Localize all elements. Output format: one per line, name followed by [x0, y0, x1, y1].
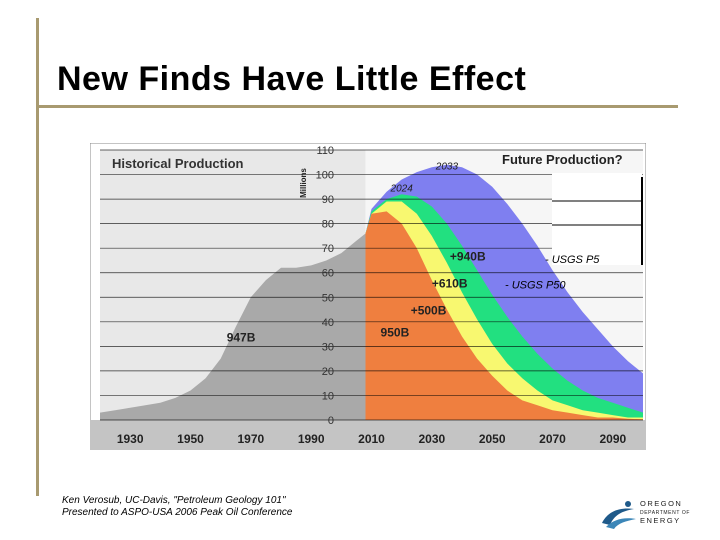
logo-line-3: ENERGY — [640, 516, 681, 525]
logo-swirl-icon — [602, 501, 636, 529]
accent-horizontal-rule — [36, 105, 678, 108]
chart-title-historical: Historical Production — [112, 156, 244, 171]
y-tick-label-1: 10 — [322, 390, 334, 402]
y-tick-label-4: 40 — [322, 317, 334, 329]
series-area-3 — [365, 211, 643, 420]
y-tick-label-7: 70 — [322, 243, 334, 255]
oregon-energy-logo: OREGON DEPARTMENT OF ENERGY — [598, 497, 710, 531]
series-label-1: +610B — [432, 276, 468, 290]
historical-label: 947B — [227, 330, 256, 344]
logo-text: OREGON DEPARTMENT OF ENERGY — [640, 499, 691, 526]
y-tick-label-11: 110 — [316, 145, 334, 157]
series-label-3: 950B — [381, 326, 410, 340]
annotation-usgs-p5: - USGS P5 — [545, 254, 600, 266]
x-axis-band — [90, 420, 646, 450]
x-tick-label-2: 1970 — [237, 432, 264, 446]
x-tick-label-6: 2050 — [479, 432, 506, 446]
y-tick-label-10: 100 — [316, 170, 334, 182]
y-tick-label-8: 80 — [322, 219, 334, 231]
peak-label-1: 2024 — [390, 184, 414, 195]
x-tick-label-8: 2090 — [599, 432, 626, 446]
logo-line-1: OREGON — [640, 499, 683, 508]
historical-area — [100, 233, 366, 420]
x-tick-label-4: 2010 — [358, 432, 385, 446]
annotation-backdrop — [552, 173, 642, 265]
y-tick-label-6: 60 — [322, 268, 334, 280]
series-label-2: +500B — [411, 303, 447, 317]
x-tick-label-1: 1950 — [177, 432, 204, 446]
series-label-0: +940B — [450, 249, 486, 263]
x-tick-label-7: 2070 — [539, 432, 566, 446]
peak-label-0: 2033 — [435, 162, 459, 173]
x-tick-label-5: 2030 — [418, 432, 445, 446]
credit-line-1: Ken Verosub, UC-Davis, "Petroleum Geolog… — [62, 495, 286, 506]
logo-line-2: DEPARTMENT OF — [640, 509, 691, 516]
chart-title-future: Future Production? — [502, 152, 623, 167]
y-tick-label-2: 20 — [322, 366, 334, 378]
y-tick-label-0: 0 — [328, 415, 334, 427]
y-tick-label-5: 50 — [322, 292, 334, 304]
y-tick-label-9: 90 — [322, 194, 334, 206]
y-axis-label: Millions — [299, 168, 308, 198]
x-tick-label-0: 1930 — [117, 432, 144, 446]
credit-line-2: Presented to ASPO-USA 2006 Peak Oil Conf… — [62, 507, 293, 518]
credit-block: Ken Verosub, UC-Davis, "Petroleum Geolog… — [62, 495, 293, 519]
x-tick-label-3: 1990 — [298, 432, 325, 446]
annotation-usgs-p50: - USGS P50 — [505, 280, 566, 292]
slide-title: New Finds Have Little Effect — [57, 60, 527, 98]
accent-vertical-rule — [36, 18, 39, 496]
y-tick-label-3: 30 — [322, 341, 334, 353]
